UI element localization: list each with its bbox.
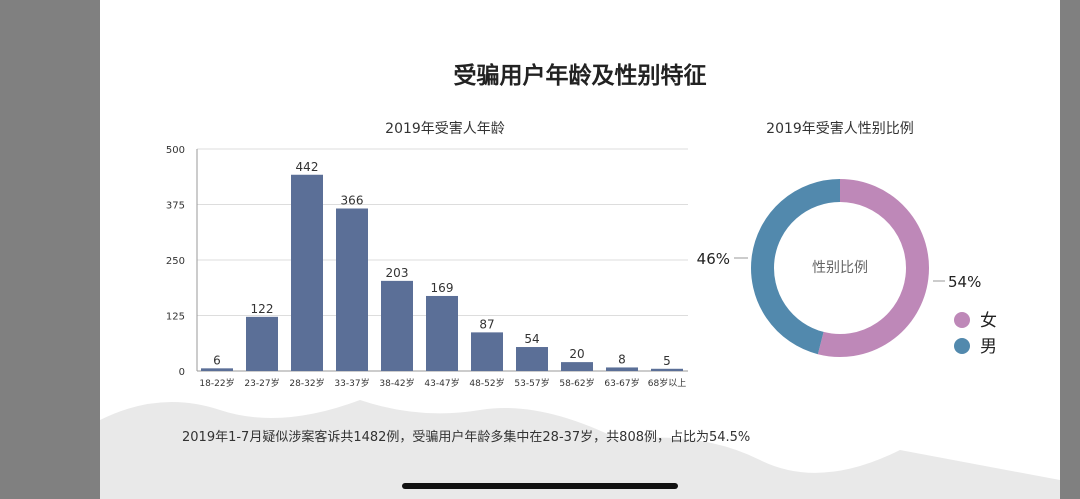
x-tick-label: 18-22岁: [199, 377, 234, 389]
data-label: 122: [251, 302, 274, 316]
pie-chart-title: 2019年受害人性别比例: [766, 121, 914, 137]
x-tick-label: 33-37岁: [334, 377, 369, 389]
x-tick-label: 58-62岁: [559, 377, 594, 389]
y-tick-label: 500: [166, 145, 185, 156]
world-map-background: [100, 400, 1060, 499]
bar: [606, 367, 638, 371]
legend-marker: [954, 338, 970, 354]
bar: [246, 316, 278, 371]
bar: [561, 362, 593, 371]
data-label: 87: [479, 317, 494, 331]
data-label: 442: [296, 160, 319, 174]
y-tick-label: 125: [166, 312, 185, 323]
x-tick-label: 28-32岁: [289, 377, 324, 389]
y-tick-label: 0: [179, 367, 185, 378]
charts: 0 125 250 375 500 6 18-22岁 122 23-27岁 442 28-32岁 36…: [166, 145, 997, 389]
x-tick-label: 68岁以上: [648, 377, 686, 389]
legend-label: 女: [980, 311, 997, 331]
bar: [426, 295, 458, 371]
x-tick-label: 38-42岁: [379, 377, 414, 389]
bar: [336, 208, 368, 371]
slice-label: 46%: [697, 250, 730, 268]
y-tick-label: 250: [166, 256, 185, 267]
pie-slice: [751, 179, 841, 355]
legend-marker: [954, 312, 970, 328]
x-tick-label: 43-47岁: [424, 377, 459, 389]
page-title: 受骗用户年龄及性别特征: [453, 63, 707, 89]
x-tick-label: 48-52岁: [469, 377, 504, 389]
data-label: 5: [663, 354, 671, 368]
data-label: 8: [618, 352, 626, 366]
bar: [651, 368, 683, 371]
y-tick-label: 375: [166, 201, 185, 212]
bar: [516, 347, 548, 371]
slice-label: 54%: [948, 273, 981, 291]
x-tick-label: 23-27岁: [244, 377, 279, 389]
bar-chart-title: 2019年受害人年龄: [385, 121, 505, 137]
home-indicator[interactable]: [402, 483, 678, 489]
legend-label: 男: [980, 337, 997, 357]
bar: [381, 280, 413, 371]
pie-center-label: 性别比例: [812, 260, 868, 276]
x-tick-label: 63-67岁: [604, 377, 639, 389]
x-tick-label: 53-57岁: [514, 377, 549, 389]
data-label: 366: [341, 193, 364, 207]
slide: 受骗用户年龄及性别特征 2019年受害人年龄 2019年受害人性别比例 0 125…: [100, 0, 1060, 499]
data-label: 203: [386, 266, 409, 280]
data-label: 6: [213, 353, 221, 367]
data-label: 169: [431, 281, 454, 295]
data-label: 20: [569, 347, 584, 361]
pie-slice: [817, 179, 929, 357]
bar: [471, 332, 503, 371]
bar: [201, 368, 233, 371]
footnote: 2019年1-7月疑似涉案客诉共1482例，受骗用户年龄多集中在28-37岁，共…: [182, 430, 751, 445]
bar: [291, 174, 323, 371]
data-label: 54: [524, 332, 539, 346]
